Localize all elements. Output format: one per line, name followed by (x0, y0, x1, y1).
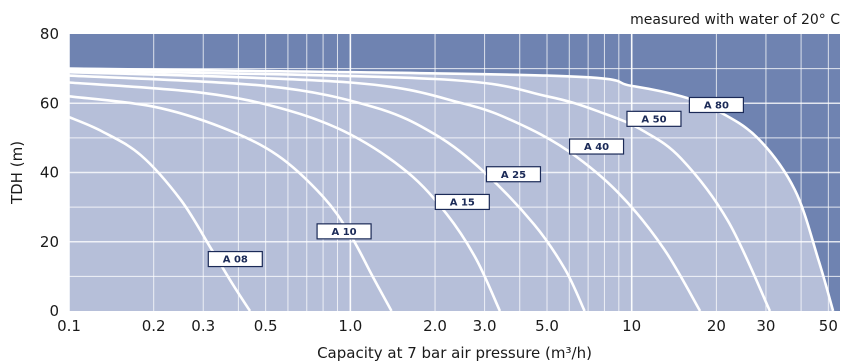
x-tick-label: 3.0 (473, 317, 497, 335)
model-labels: A 08 A 10 A 15 A 25 A 40 A 50 A 80 (207, 96, 744, 268)
curve-a-50 (68, 69, 772, 312)
y-tick-label: 40 (40, 164, 59, 182)
model-label-text: A 80 (704, 101, 729, 112)
x-tick-label: 50 (819, 317, 838, 335)
model-label-text: A 15 (450, 198, 475, 209)
x-tick-label: 1.0 (338, 317, 362, 335)
curve-a-15 (68, 81, 502, 312)
model-label-text: A 40 (584, 142, 609, 153)
performance-curves (68, 67, 835, 312)
model-label-a-08: A 08 (207, 250, 263, 268)
model-label-box (688, 96, 744, 114)
x-tick-label: 0.2 (142, 317, 166, 335)
chart-note: measured with water of 20° C (630, 12, 840, 28)
x-tick-label: 20 (707, 317, 726, 335)
model-label-text: A 08 (223, 255, 248, 266)
x-tick-label: 0.1 (57, 317, 81, 335)
y-axis-title: TDH (m) (8, 141, 26, 205)
x-tick-label: 2.0 (423, 317, 447, 335)
model-label-a-40: A 40 (568, 138, 625, 155)
y-tick-label: 60 (40, 94, 59, 112)
y-tick-label: 20 (40, 233, 59, 251)
curve-a-08 (68, 115, 252, 312)
model-label-text: A 10 (332, 227, 357, 238)
model-label-text: A 50 (641, 114, 666, 125)
x-tick-label: 0.3 (191, 317, 215, 335)
model-label-a-25: A 25 (485, 166, 542, 183)
model-label-box (626, 110, 682, 127)
curve-a-10 (68, 95, 393, 312)
curve-a-40 (68, 70, 702, 312)
curve-a-80 (68, 67, 835, 312)
x-tick-label: 30 (756, 317, 775, 335)
model-label-a-80: A 80 (688, 96, 744, 114)
axis-ticks: 0.1 0.2 0.3 0.5 1.0 2.0 3.0 5.0 10 20 30 50 0 20 40 60 8… (40, 25, 838, 335)
model-label-box (568, 138, 625, 155)
x-tick-label: 10 (622, 317, 641, 335)
model-label-box (434, 193, 490, 211)
model-label-box (485, 166, 542, 183)
y-tick-label: 80 (40, 25, 59, 43)
y-tick-label: 0 (49, 302, 59, 320)
model-label-box (316, 223, 372, 240)
model-label-text: A 25 (501, 170, 526, 181)
model-label-a-15: A 15 (434, 193, 490, 211)
x-tick-label: 5.0 (535, 317, 559, 335)
model-label-a-50: A 50 (626, 110, 682, 127)
curve-a-25 (68, 74, 586, 312)
x-axis-title: Capacity at 7 bar air pressure (m³/h) (317, 344, 592, 362)
model-label-a-10: A 10 (316, 223, 372, 240)
model-label-box (207, 250, 263, 268)
x-tick-label: 0.5 (254, 317, 278, 335)
